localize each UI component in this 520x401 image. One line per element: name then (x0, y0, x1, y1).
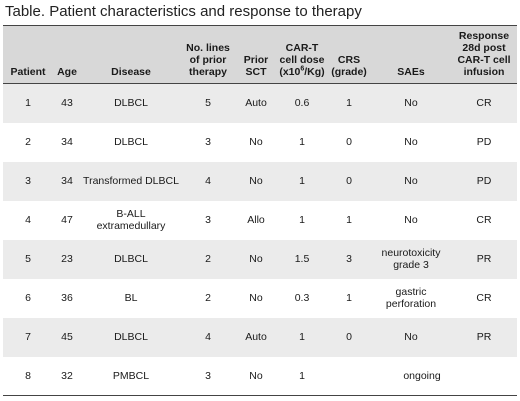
cell-disease: DLBCL (81, 122, 181, 162)
cell-prior-sct: Allo (235, 200, 277, 240)
cell-prior-sct: Auto (235, 317, 277, 357)
cell-prior-sct: No (235, 122, 277, 162)
cell-dose: 1 (277, 356, 327, 396)
cell-dose: 1 (277, 161, 327, 201)
cell-patient: 2 (3, 122, 53, 162)
cell-age: 43 (53, 83, 81, 123)
cell-status-ongoing: ongoing (327, 356, 517, 396)
cell-disease: B-ALL extramedullary (81, 200, 181, 240)
cell-patient: 6 (3, 278, 53, 318)
cell-crs: 3 (327, 239, 371, 279)
cell-age: 23 (53, 239, 81, 279)
col-header-dose: CAR-T cell dose (x106/Kg) (277, 25, 327, 84)
cell-prior-sct: No (235, 278, 277, 318)
cell-dose: 0.6 (277, 83, 327, 123)
cell-disease: Transformed DLBCL (81, 161, 181, 201)
cell-crs: 1 (327, 83, 371, 123)
cell-age: 34 (53, 122, 81, 162)
table-row-5: 5 23 DLBCL 2 No 1.5 3 neurotoxicity grade 3 PR (3, 239, 517, 279)
cell-crs: 0 (327, 161, 371, 201)
cell-response: CR (451, 278, 517, 318)
table-row-4: 4 47 B-ALL extramedullary 3 Allo 1 1 No CR (3, 200, 517, 240)
table-row-1: 1 43 DLBCL 5 Auto 0.6 1 No CR (3, 83, 517, 123)
table-row-6: 6 36 BL 2 No 0.3 1 gastric perforation CR (3, 278, 517, 318)
cell-patient: 1 (3, 83, 53, 123)
cell-disease: PMBCL (81, 356, 181, 396)
cell-response: PR (451, 317, 517, 357)
cell-prior-sct: No (235, 356, 277, 396)
header-row: Patient Age Disease No. lines of prior t… (3, 25, 517, 84)
cell-patient: 7 (3, 317, 53, 357)
cell-disease: DLBCL (81, 239, 181, 279)
cell-dose: 1 (277, 200, 327, 240)
cell-saes: No (371, 83, 451, 123)
cell-disease: BL (81, 278, 181, 318)
cell-saes: No (371, 161, 451, 201)
cell-age: 36 (53, 278, 81, 318)
col-header-response: Response 28d post CAR-T cell infusion (451, 25, 517, 84)
cell-age: 34 (53, 161, 81, 201)
col-header-prior-sct: Prior SCT (235, 25, 277, 84)
cell-dose: 1.5 (277, 239, 327, 279)
table-row-2: 2 34 DLBCL 3 No 1 0 No PD (3, 122, 517, 162)
cell-lines: 4 (181, 317, 235, 357)
cell-patient: 5 (3, 239, 53, 279)
col-header-age: Age (53, 25, 81, 84)
table-row-3: 3 34 Transformed DLBCL 4 No 1 0 No PD (3, 161, 517, 201)
col-header-disease: Disease (81, 25, 181, 84)
cell-age: 32 (53, 356, 81, 396)
dose-header-superscript: 6 (300, 65, 305, 73)
cell-crs: 1 (327, 200, 371, 240)
cell-response: CR (451, 83, 517, 123)
cell-lines: 3 (181, 356, 235, 396)
col-header-saes: SAEs (371, 25, 451, 84)
cell-dose: 1 (277, 122, 327, 162)
cell-prior-sct: Auto (235, 83, 277, 123)
cell-saes: No (371, 200, 451, 240)
cell-patient: 8 (3, 356, 53, 396)
cell-crs: 0 (327, 317, 371, 357)
dose-header-text: CAR-T cell dose (x10 (279, 42, 325, 78)
cell-dose: 0.3 (277, 278, 327, 318)
cell-saes: No (371, 317, 451, 357)
cell-disease: DLBCL (81, 317, 181, 357)
patient-table: Patient Age Disease No. lines of prior t… (3, 25, 517, 396)
cell-response: PR (451, 239, 517, 279)
table-title: Table. Patient characteristics and respo… (5, 3, 362, 20)
cell-response: PD (451, 161, 517, 201)
table-row-8: 8 32 PMBCL 3 No 1 ongoing (3, 356, 517, 396)
cell-age: 45 (53, 317, 81, 357)
cell-lines: 3 (181, 122, 235, 162)
cell-patient: 4 (3, 200, 53, 240)
cell-lines: 3 (181, 200, 235, 240)
col-header-patient: Patient (3, 25, 53, 84)
cell-lines: 2 (181, 239, 235, 279)
cell-saes: No (371, 122, 451, 162)
cell-patient: 3 (3, 161, 53, 201)
cell-crs: 1 (327, 278, 371, 318)
cell-prior-sct: No (235, 161, 277, 201)
cell-age: 47 (53, 200, 81, 240)
cell-lines: 2 (181, 278, 235, 318)
col-header-lines: No. lines of prior therapy (181, 25, 235, 84)
cell-saes: neurotoxicity grade 3 (371, 239, 451, 279)
cell-prior-sct: No (235, 239, 277, 279)
cell-dose: 1 (277, 317, 327, 357)
cell-saes: gastric perforation (371, 278, 451, 318)
cell-lines: 5 (181, 83, 235, 123)
cell-disease: DLBCL (81, 83, 181, 123)
dose-header-unit: /Kg) (304, 66, 325, 78)
cell-response: PD (451, 122, 517, 162)
table-row-7: 7 45 DLBCL 4 Auto 1 0 No PR (3, 317, 517, 357)
cell-crs: 0 (327, 122, 371, 162)
cell-response: CR (451, 200, 517, 240)
cell-lines: 4 (181, 161, 235, 201)
col-header-crs: CRS (grade) (327, 25, 371, 84)
